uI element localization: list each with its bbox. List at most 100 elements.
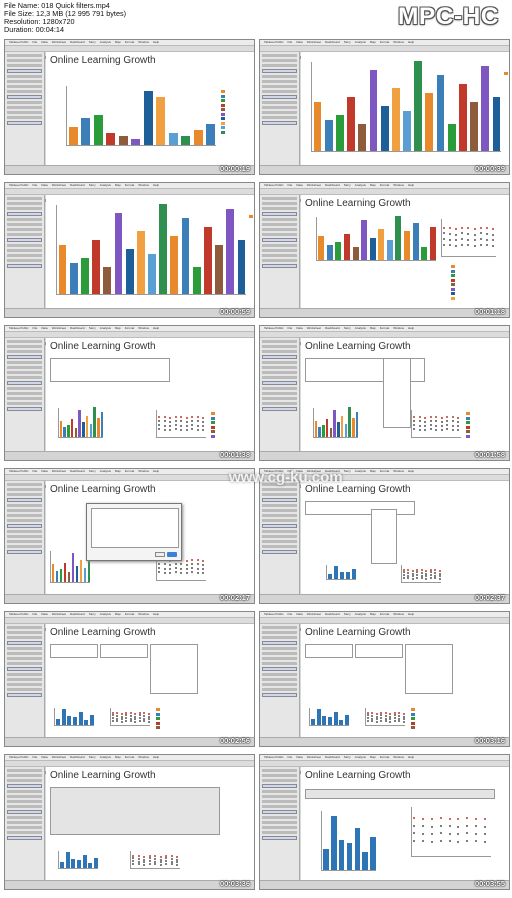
sheet-tab[interactable]: [323, 174, 335, 175]
sheet-tab[interactable]: [8, 174, 20, 175]
sidebar-item[interactable]: [262, 693, 297, 697]
sidebar-item[interactable]: [7, 779, 42, 782]
sheet-tab[interactable]: [68, 746, 80, 747]
menu-item[interactable]: Story: [343, 469, 351, 473]
sidebar-item[interactable]: [262, 59, 297, 62]
ok-button[interactable]: [167, 552, 177, 557]
sidebar-item[interactable]: [262, 387, 297, 390]
menu-item[interactable]: Data: [296, 469, 303, 473]
sidebar-item[interactable]: [262, 540, 297, 543]
sidebar-item[interactable]: [7, 387, 42, 390]
menu-item[interactable]: Help: [407, 326, 415, 330]
sidebar-item[interactable]: [7, 69, 42, 73]
menu-item[interactable]: Data: [41, 40, 48, 44]
filter-bar[interactable]: [305, 789, 495, 799]
sidebar-item[interactable]: [7, 652, 42, 655]
menu-item[interactable]: Data: [296, 40, 303, 44]
filter-year[interactable]: [405, 644, 453, 694]
sidebar-item[interactable]: [7, 498, 42, 502]
sheet-tab[interactable]: [23, 603, 35, 604]
menu-item[interactable]: Worksheet: [51, 469, 66, 473]
sidebar-item[interactable]: [262, 212, 297, 216]
menu-item[interactable]: Map: [369, 40, 376, 44]
menu-item[interactable]: Window: [393, 40, 404, 44]
sidebar-item[interactable]: [7, 259, 42, 262]
sidebar-item[interactable]: [262, 233, 297, 236]
sheet-tab[interactable]: [293, 460, 305, 461]
sidebar-item[interactable]: [262, 545, 297, 548]
menu-item[interactable]: Analysis: [99, 755, 111, 759]
menu-item[interactable]: Format: [124, 612, 135, 616]
sidebar-item[interactable]: [262, 254, 297, 257]
sheet-tab[interactable]: [38, 460, 50, 461]
sidebar-item[interactable]: [7, 816, 42, 819]
sidebar-item[interactable]: [7, 371, 42, 374]
sidebar-item[interactable]: [262, 626, 297, 629]
sidebar-item[interactable]: [7, 504, 42, 507]
menu-item[interactable]: File: [287, 469, 293, 473]
sidebar-item[interactable]: [262, 652, 297, 655]
menu-item[interactable]: Analysis: [99, 326, 111, 330]
sidebar-item[interactable]: [7, 397, 42, 400]
menu-item[interactable]: File: [287, 755, 293, 759]
sheet-tab[interactable]: [53, 174, 65, 175]
menu-item[interactable]: Help: [407, 612, 415, 616]
sidebar-item[interactable]: [7, 821, 42, 824]
menu-item[interactable]: Worksheet: [306, 469, 321, 473]
menu-item[interactable]: Dashboard: [70, 183, 85, 187]
sidebar-item[interactable]: [7, 207, 42, 210]
toolbar-button[interactable]: [298, 199, 302, 202]
sidebar-item[interactable]: [262, 514, 297, 517]
menu-item[interactable]: Dashboard: [325, 755, 340, 759]
sidebar-item[interactable]: [262, 667, 297, 671]
sidebar-item[interactable]: [262, 95, 297, 99]
menu-item[interactable]: Data: [41, 326, 48, 330]
dialog-list[interactable]: [91, 508, 179, 548]
sidebar-item[interactable]: [262, 795, 297, 798]
menu-item[interactable]: Tableau Public: [264, 469, 284, 473]
filter-dropdown[interactable]: [383, 358, 411, 428]
sidebar-item[interactable]: [262, 636, 297, 639]
video-thumbnail[interactable]: Tableau Public File Data Worksheet Dashboard…: [259, 325, 510, 461]
sheet-tab[interactable]: [308, 746, 320, 747]
sheet-tab[interactable]: [23, 174, 35, 175]
sheet-tab[interactable]: [8, 317, 20, 318]
sidebar-item[interactable]: [262, 821, 297, 824]
sidebar-item[interactable]: [262, 345, 297, 348]
sidebar-item[interactable]: [262, 202, 297, 205]
menu-item[interactable]: File: [287, 40, 293, 44]
sidebar-item[interactable]: [7, 345, 42, 348]
menu-item[interactable]: Window: [393, 469, 404, 473]
menu-item[interactable]: Worksheet: [306, 755, 321, 759]
sidebar-item[interactable]: [7, 366, 42, 369]
sheet-tab[interactable]: [53, 603, 65, 604]
sidebar-item[interactable]: [262, 111, 297, 114]
sheet-tab[interactable]: [308, 317, 320, 318]
sidebar-item[interactable]: [7, 54, 42, 57]
toolbar-button[interactable]: [298, 771, 302, 774]
sheet-tab[interactable]: [8, 460, 20, 461]
sidebar-item[interactable]: [262, 493, 297, 496]
sidebar-item[interactable]: [262, 631, 297, 634]
sidebar-item[interactable]: [262, 85, 297, 88]
sidebar-item[interactable]: [7, 667, 42, 671]
sidebar-item[interactable]: [7, 519, 42, 522]
sheet-tab[interactable]: [38, 603, 50, 604]
filter-panel[interactable]: [50, 358, 170, 382]
sidebar-item[interactable]: [7, 641, 42, 645]
sheet-tab[interactable]: [308, 174, 320, 175]
video-thumbnail[interactable]: Tableau Public File Data Worksheet Dashboard…: [259, 182, 510, 318]
menu-item[interactable]: Analysis: [99, 469, 111, 473]
sheet-tab[interactable]: [23, 746, 35, 747]
sheet-tab[interactable]: [278, 460, 290, 461]
menu-item[interactable]: Analysis: [354, 612, 366, 616]
sidebar-item[interactable]: [7, 116, 42, 119]
menu-item[interactable]: Format: [124, 469, 135, 473]
sheet-tab[interactable]: [38, 746, 50, 747]
menu-item[interactable]: Help: [152, 612, 160, 616]
menu-item[interactable]: File: [32, 755, 38, 759]
toolbar-button[interactable]: [43, 771, 47, 774]
sidebar-item[interactable]: [262, 361, 297, 364]
video-thumbnail[interactable]: Tableau Public File Data Worksheet Dashboard…: [4, 39, 255, 175]
sidebar-item[interactable]: [262, 90, 297, 93]
